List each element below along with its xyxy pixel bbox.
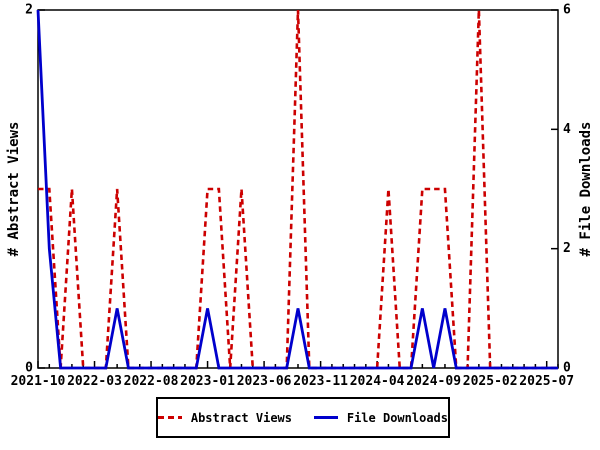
x-axis-tick-label: 2023-01 xyxy=(180,374,235,389)
x-axis-tick-label: 2024-09 xyxy=(406,374,461,389)
abstract-views-legend-swatch xyxy=(158,416,182,419)
x-axis-tick-label: 2023-06 xyxy=(237,374,292,389)
abstract-views-legend-label: Abstract Views xyxy=(190,410,292,425)
right-axis-title: # File Downloads xyxy=(578,122,594,257)
chart-legend: Abstract Views File Downloads xyxy=(156,397,450,438)
x-axis-tick-label: 2025-07 xyxy=(519,374,574,389)
x-axis-tick-label: 2022-08 xyxy=(124,374,179,389)
left-y-tick-label: 0 xyxy=(25,361,33,376)
abstract-views-line xyxy=(38,9,558,370)
x-axis-tick-label: 2025-02 xyxy=(463,374,518,389)
file-downloads-legend-label: File Downloads xyxy=(346,410,448,425)
right-y-tick-label: 0 xyxy=(563,361,571,376)
file-downloads-legend-swatch xyxy=(314,416,338,419)
left-axis-title: # Abstract Views xyxy=(6,122,22,257)
x-axis-tick-label: 2024-04 xyxy=(350,374,405,389)
left-y-tick-label: 2 xyxy=(25,3,33,18)
x-axis-tick-label: 2021-10 xyxy=(11,374,66,389)
x-axis-tick-label: 2023-11 xyxy=(293,374,348,389)
right-y-axis: 0 2 4 6 xyxy=(551,3,571,376)
right-y-tick-label: 6 xyxy=(563,3,571,18)
x-axis-tick-label: 2022-03 xyxy=(67,374,122,389)
right-y-tick-label: 2 xyxy=(563,241,571,256)
right-y-tick-label: 4 xyxy=(563,122,571,137)
file-downloads-line xyxy=(36,9,558,370)
